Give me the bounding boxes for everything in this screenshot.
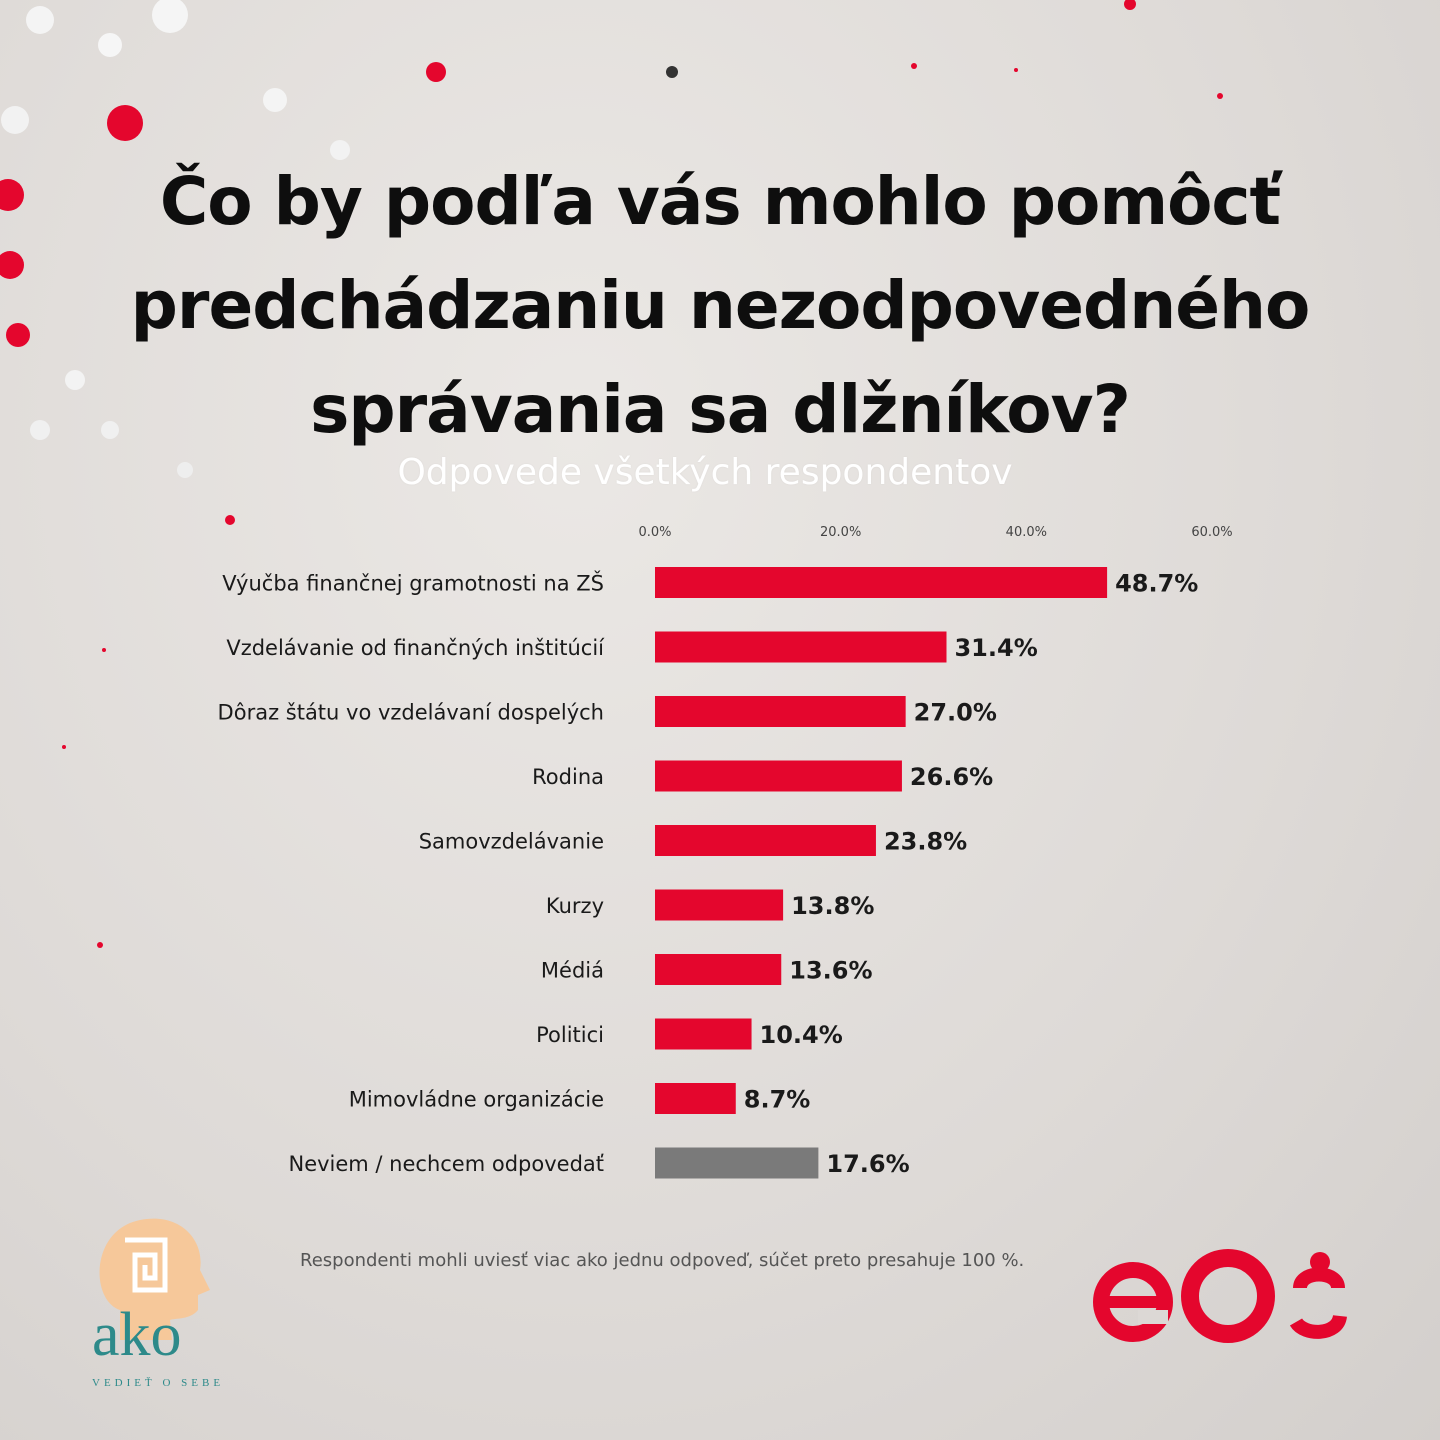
ako-logo-tagline: VEDIEŤ O SEBE xyxy=(92,1377,225,1389)
bar-value-label: 17.6% xyxy=(826,1150,909,1178)
chart-title: Čo by podľa vás mohlo pomôcť predchádzan… xyxy=(0,150,1440,462)
bar xyxy=(655,1018,752,1050)
bar xyxy=(655,631,947,663)
category-label: Mimovládne organizácie xyxy=(349,1088,604,1112)
bar xyxy=(655,1083,736,1114)
category-label: Rodina xyxy=(532,765,604,789)
category-label: Politici xyxy=(536,1023,604,1047)
bar-value-label: 8.7% xyxy=(744,1086,811,1114)
bar-value-label: 48.7% xyxy=(1115,570,1198,598)
category-label: Médiá xyxy=(541,959,604,983)
bar xyxy=(655,954,782,985)
bar xyxy=(655,1147,819,1179)
bar xyxy=(655,567,1108,598)
x-tick-label: 20.0% xyxy=(820,525,861,540)
category-label: Výučba finančnej gramotnosti na ZŠ xyxy=(222,571,604,596)
bar xyxy=(655,760,902,792)
bar-value-label: 27.0% xyxy=(914,699,997,727)
eos-logo xyxy=(1093,1249,1347,1343)
title-line-3: správania sa dlžníkov? xyxy=(310,371,1131,448)
bar-value-label: 23.8% xyxy=(884,828,967,856)
category-label: Vzdelávanie od finančných inštitúcií xyxy=(226,636,605,660)
bar-value-label: 31.4% xyxy=(954,634,1037,662)
x-tick-label: 60.0% xyxy=(1191,525,1232,540)
x-tick-label: 40.0% xyxy=(1006,525,1047,540)
bar-value-label: 13.8% xyxy=(791,892,874,920)
x-tick-label: 0.0% xyxy=(638,525,671,540)
title-line-1: Čo by podľa vás mohlo pomôcť xyxy=(159,163,1281,240)
category-label: Dôraz štátu vo vzdelávaní dospelých xyxy=(218,701,604,725)
title-line-2: predchádzaniu nezodpovedného xyxy=(130,267,1311,344)
bar-value-label: 26.6% xyxy=(910,763,993,791)
category-label: Samovzdelávanie xyxy=(419,830,604,854)
bar xyxy=(655,825,876,856)
chart-subtitle: Odpovede všetkých respondentov xyxy=(397,452,1013,493)
ako-head-logo-icon xyxy=(99,1218,210,1340)
bar xyxy=(655,889,784,921)
category-label: Kurzy xyxy=(546,894,604,918)
category-label: Neviem / nechcem odpovedať xyxy=(288,1152,604,1176)
bar xyxy=(655,696,906,727)
ako-logo-text: ako xyxy=(92,1301,182,1369)
bar-value-label: 10.4% xyxy=(760,1021,843,1049)
footnote: Respondenti mohli uviesť viac ako jednu … xyxy=(300,1250,1025,1271)
bar-value-label: 13.6% xyxy=(789,957,872,985)
